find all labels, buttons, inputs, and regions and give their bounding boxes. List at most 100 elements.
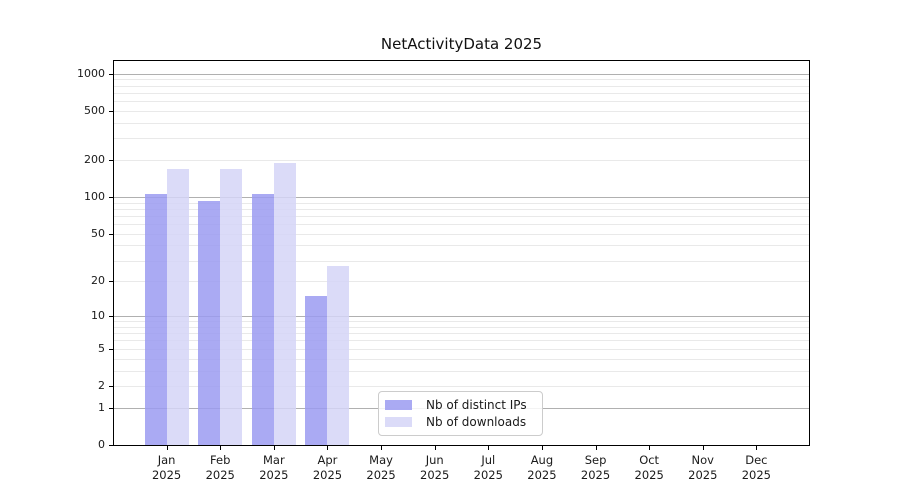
gridline-minor xyxy=(114,111,809,112)
y-tick-label: 1000 xyxy=(77,66,105,80)
gridline-minor xyxy=(114,370,809,372)
legend: Nb of distinct IPs Nb of downloads xyxy=(378,391,543,436)
legend-swatch-downloads xyxy=(385,416,412,427)
bar-downloads xyxy=(166,168,189,445)
x-tick-month: Apr xyxy=(317,453,338,467)
x-tick-label-aug: Aug 2025 xyxy=(511,453,573,483)
y-tick-label: 100 xyxy=(84,190,105,204)
gridline-minor xyxy=(114,138,809,140)
gridline-minor xyxy=(114,260,809,262)
x-tick-label-jun: Jun 2025 xyxy=(404,453,466,483)
gridline-minor xyxy=(114,326,809,328)
x-tick-month: Nov xyxy=(691,453,714,467)
x-tick-label-may: May 2025 xyxy=(350,453,412,483)
legend-swatch-distinct-ips xyxy=(385,400,412,411)
y-tick-label: 200 xyxy=(84,153,105,167)
y-tick-mark xyxy=(109,233,113,235)
x-tick-month: Feb xyxy=(210,453,231,467)
gridline-minor xyxy=(114,92,809,94)
plot-area xyxy=(113,60,810,446)
x-tick-label-jan: Jan 2025 xyxy=(136,453,198,483)
gridline-minor xyxy=(114,321,809,323)
x-tick-label-dec: Dec 2025 xyxy=(725,453,787,483)
y-tick-mark xyxy=(109,316,113,318)
gridline-minor xyxy=(114,122,809,124)
gridline-major xyxy=(114,197,809,199)
x-tick-month: May xyxy=(369,453,393,467)
y-tick-label: 20 xyxy=(91,274,105,288)
gridline-minor xyxy=(114,281,809,283)
x-tick-month: Jan xyxy=(157,453,176,467)
x-tick-mark xyxy=(541,446,543,450)
y-tick-mark xyxy=(109,385,113,387)
bar-distinct-ips xyxy=(305,296,328,445)
y-tick-mark xyxy=(109,111,113,112)
x-tick-year: 2025 xyxy=(527,468,557,482)
bar-downloads xyxy=(220,168,243,445)
x-tick-year: 2025 xyxy=(312,468,343,482)
gridline-minor xyxy=(114,79,809,81)
chart-title: NetActivityData 2025 xyxy=(380,35,543,53)
x-tick-label-jul: Jul 2025 xyxy=(457,453,519,483)
gridline-minor xyxy=(114,215,809,217)
bar-distinct-ips xyxy=(251,194,274,445)
gridline-minor xyxy=(114,233,809,235)
x-tick-mark xyxy=(702,446,704,450)
gridline-minor xyxy=(114,340,809,342)
gridline-minor xyxy=(114,160,809,162)
bar-distinct-ips xyxy=(198,200,221,445)
x-tick-label-feb: Feb 2025 xyxy=(189,453,251,483)
gridline-major xyxy=(114,316,809,318)
x-tick-mark xyxy=(649,446,651,450)
x-tick-label-oct: Oct 2025 xyxy=(618,453,680,483)
gridline-minor xyxy=(114,224,809,226)
x-tick-label-nov: Nov 2025 xyxy=(672,453,734,483)
x-tick-year: 2025 xyxy=(580,468,611,482)
x-tick-year: 2025 xyxy=(420,468,450,482)
x-tick-year: 2025 xyxy=(688,468,718,482)
legend-label: Nb of downloads xyxy=(426,414,527,429)
x-tick-year: 2025 xyxy=(634,468,664,482)
x-tick-mark xyxy=(595,446,597,450)
y-tick-label: 2 xyxy=(98,378,105,392)
x-tick-label-sep: Sep 2025 xyxy=(565,453,627,483)
bar-downloads xyxy=(273,162,296,445)
gridline-minor xyxy=(114,85,809,87)
x-tick-mark xyxy=(327,446,329,450)
x-tick-mark xyxy=(166,446,168,450)
legend-label: Nb of distinct IPs xyxy=(426,398,527,413)
x-tick-label-apr: Apr 2025 xyxy=(296,453,358,483)
x-tick-mark xyxy=(381,446,383,450)
x-tick-year: 2025 xyxy=(205,468,235,482)
x-tick-year: 2025 xyxy=(259,468,289,482)
x-tick-month: Jul xyxy=(481,453,496,467)
gridline-minor xyxy=(114,101,809,103)
y-tick-mark xyxy=(109,407,113,409)
x-tick-year: 2025 xyxy=(741,468,772,482)
gridline-minor xyxy=(114,333,809,335)
bar-distinct-ips xyxy=(144,194,167,445)
y-tick-label: 0 xyxy=(98,438,105,451)
x-tick-month: Sep xyxy=(584,453,607,467)
y-tick-label: 50 xyxy=(91,226,105,240)
x-tick-month: Oct xyxy=(639,453,660,467)
legend-entry-distinct-ips: Nb of distinct IPs xyxy=(385,398,534,412)
x-tick-year: 2025 xyxy=(473,468,503,482)
x-tick-month: Mar xyxy=(262,453,285,467)
legend-entry-downloads: Nb of downloads xyxy=(385,415,534,429)
y-tick-mark xyxy=(109,160,113,162)
gridline-minor xyxy=(114,385,809,387)
x-tick-month: Dec xyxy=(745,453,768,467)
y-tick-mark xyxy=(109,445,113,446)
y-tick-label: 500 xyxy=(84,104,105,117)
x-tick-year: 2025 xyxy=(366,468,396,482)
y-tick-mark xyxy=(109,73,113,75)
x-tick-mark xyxy=(488,446,490,450)
x-tick-label-mar: Mar 2025 xyxy=(243,453,305,483)
x-tick-month: Jun xyxy=(425,453,444,467)
bar-downloads xyxy=(327,265,350,445)
gridline-minor xyxy=(114,348,809,350)
y-tick-mark xyxy=(109,348,113,350)
x-tick-year: 2025 xyxy=(151,468,182,482)
